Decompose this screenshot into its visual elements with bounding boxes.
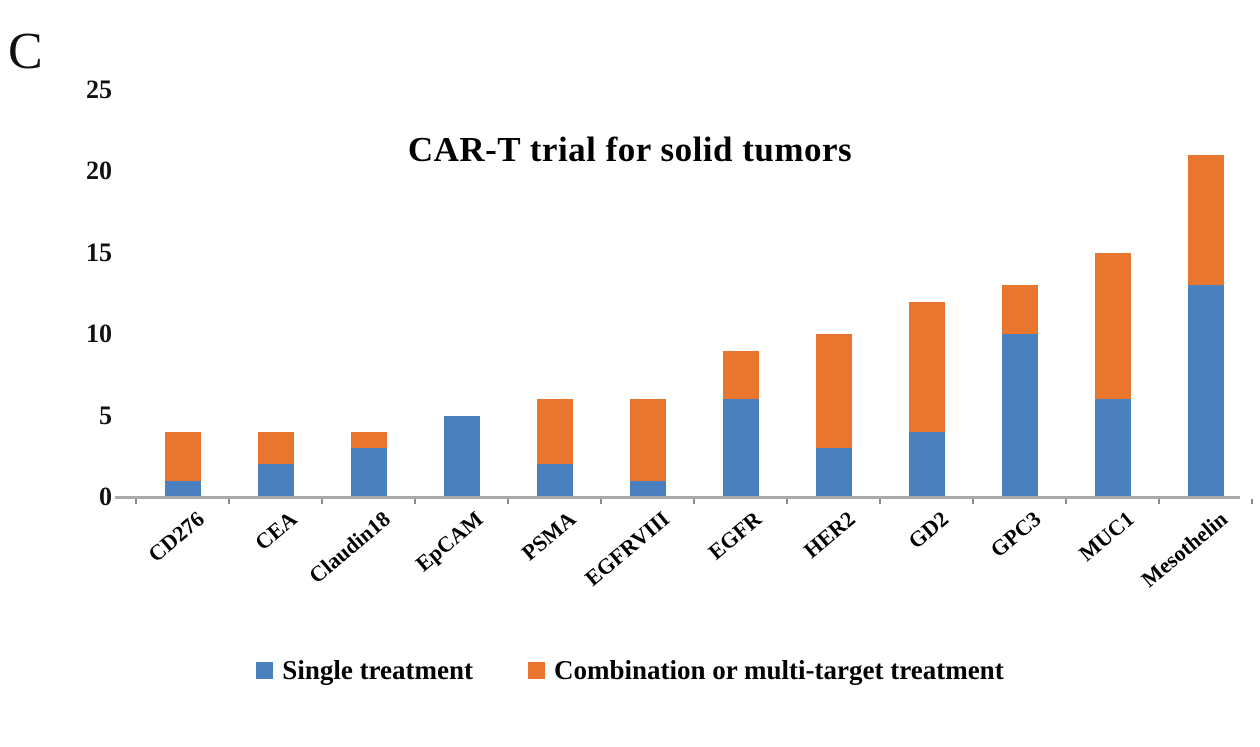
bar-segment-single (1001, 334, 1038, 497)
bar-segment-single (1094, 399, 1131, 497)
bar-column-gd2 (880, 90, 973, 497)
y-tick-label: 5 (99, 400, 112, 430)
bar-segment-combination (722, 350, 759, 400)
x-tick-label: Mesothelin (1135, 506, 1232, 592)
x-axis-tick (879, 499, 881, 504)
x-axis-tick (1251, 499, 1253, 504)
x-tick-label: GPC3 (985, 506, 1046, 563)
legend-item: Single treatment (256, 655, 473, 686)
panel-letter: C (8, 23, 43, 80)
x-tick-label: PSMA (516, 506, 581, 566)
bar-segment-combination (350, 431, 387, 449)
x-axis-tick (414, 499, 416, 504)
x-axis-tick (135, 499, 137, 504)
x-tick-label: MUC1 (1073, 506, 1139, 566)
x-tick-label: EGFRVIII (579, 506, 674, 591)
legend-label: Combination or multi-target treatment (554, 655, 1004, 685)
bar-column-psma (508, 90, 601, 497)
legend-item: Combination or multi-target treatment (528, 655, 1004, 686)
y-tick-label: 15 (86, 237, 112, 267)
bar-stack (443, 415, 480, 497)
x-axis-tick (507, 499, 509, 504)
x-axis-tick (600, 499, 602, 504)
x-axis-tick (1158, 499, 1160, 504)
bar-column-gpc3 (973, 90, 1066, 497)
bar-stack (164, 431, 201, 497)
bar-stack (629, 399, 666, 497)
bar-stack (1187, 155, 1224, 497)
y-tick-label: 25 (86, 75, 112, 104)
bar-segment-single (443, 415, 480, 497)
plot-area (136, 90, 1252, 497)
x-axis-tick (321, 499, 323, 504)
bar-stack (908, 301, 945, 497)
x-tick-label: CD276 (142, 506, 209, 567)
x-axis-line (115, 496, 1240, 499)
bar-stack (815, 334, 852, 497)
bar-stack (722, 350, 759, 497)
x-axis-tick (972, 499, 974, 504)
bar-column-egfr (694, 90, 787, 497)
bar-stack (350, 431, 387, 497)
chart-title: CAR-T trial for solid tumors (407, 130, 853, 169)
x-tick-label: GD2 (902, 506, 953, 554)
legend-swatch-icon (528, 662, 546, 679)
x-axis-tick (786, 499, 788, 504)
bar-segment-single (164, 480, 201, 497)
bar-stack (257, 431, 294, 497)
bar-column-cea (229, 90, 322, 497)
y-tick-label: 0 (99, 482, 112, 511)
x-tick-label: EpCAM (410, 506, 488, 577)
bar-segment-single (257, 464, 294, 497)
bar-column-mesothelin (1159, 90, 1252, 497)
x-axis-tick (693, 499, 695, 504)
y-tick-label: 20 (86, 156, 112, 186)
x-tick-label: EGFR (703, 506, 767, 565)
bar-segment-combination (1001, 285, 1038, 335)
bar-segment-single (350, 448, 387, 497)
bar-column-cd276 (136, 90, 229, 497)
bar-segment-combination (629, 399, 666, 481)
legend-label: Single treatment (282, 655, 474, 685)
bar-segment-combination (815, 334, 852, 449)
bar-segment-combination (1094, 252, 1131, 400)
x-axis-tick (1065, 499, 1067, 504)
bar-segment-single (1187, 285, 1224, 497)
x-tick-label: CEA (249, 506, 302, 556)
bar-segment-single (815, 448, 852, 497)
bar-segment-combination (536, 399, 573, 465)
bar-segment-combination (908, 301, 945, 432)
bar-stack (1094, 252, 1131, 497)
bar-segment-combination (1187, 155, 1224, 286)
bar-column-muc1 (1066, 90, 1159, 497)
y-tick-label: 10 (86, 319, 112, 349)
bar-column-claudin18 (322, 90, 415, 497)
bar-segment-single (629, 480, 666, 497)
x-tick-label: Claudin18 (303, 506, 395, 589)
bar-column-epcam (415, 90, 508, 497)
x-axis-tick (228, 499, 230, 504)
bar-segment-single (908, 431, 945, 497)
bar-stack (1001, 285, 1038, 497)
bar-segment-combination (257, 431, 294, 465)
bar-segment-single (536, 464, 573, 497)
legend-swatch-icon (256, 662, 274, 679)
bar-segment-combination (164, 431, 201, 481)
x-tick-label: HER2 (798, 506, 860, 563)
bar-segment-single (722, 399, 759, 497)
bar-column-her2 (787, 90, 880, 497)
bar-stack (536, 399, 573, 497)
bar-column-egfrviii (601, 90, 694, 497)
legend: Single treatment Combination or multi-tar… (0, 655, 1260, 686)
